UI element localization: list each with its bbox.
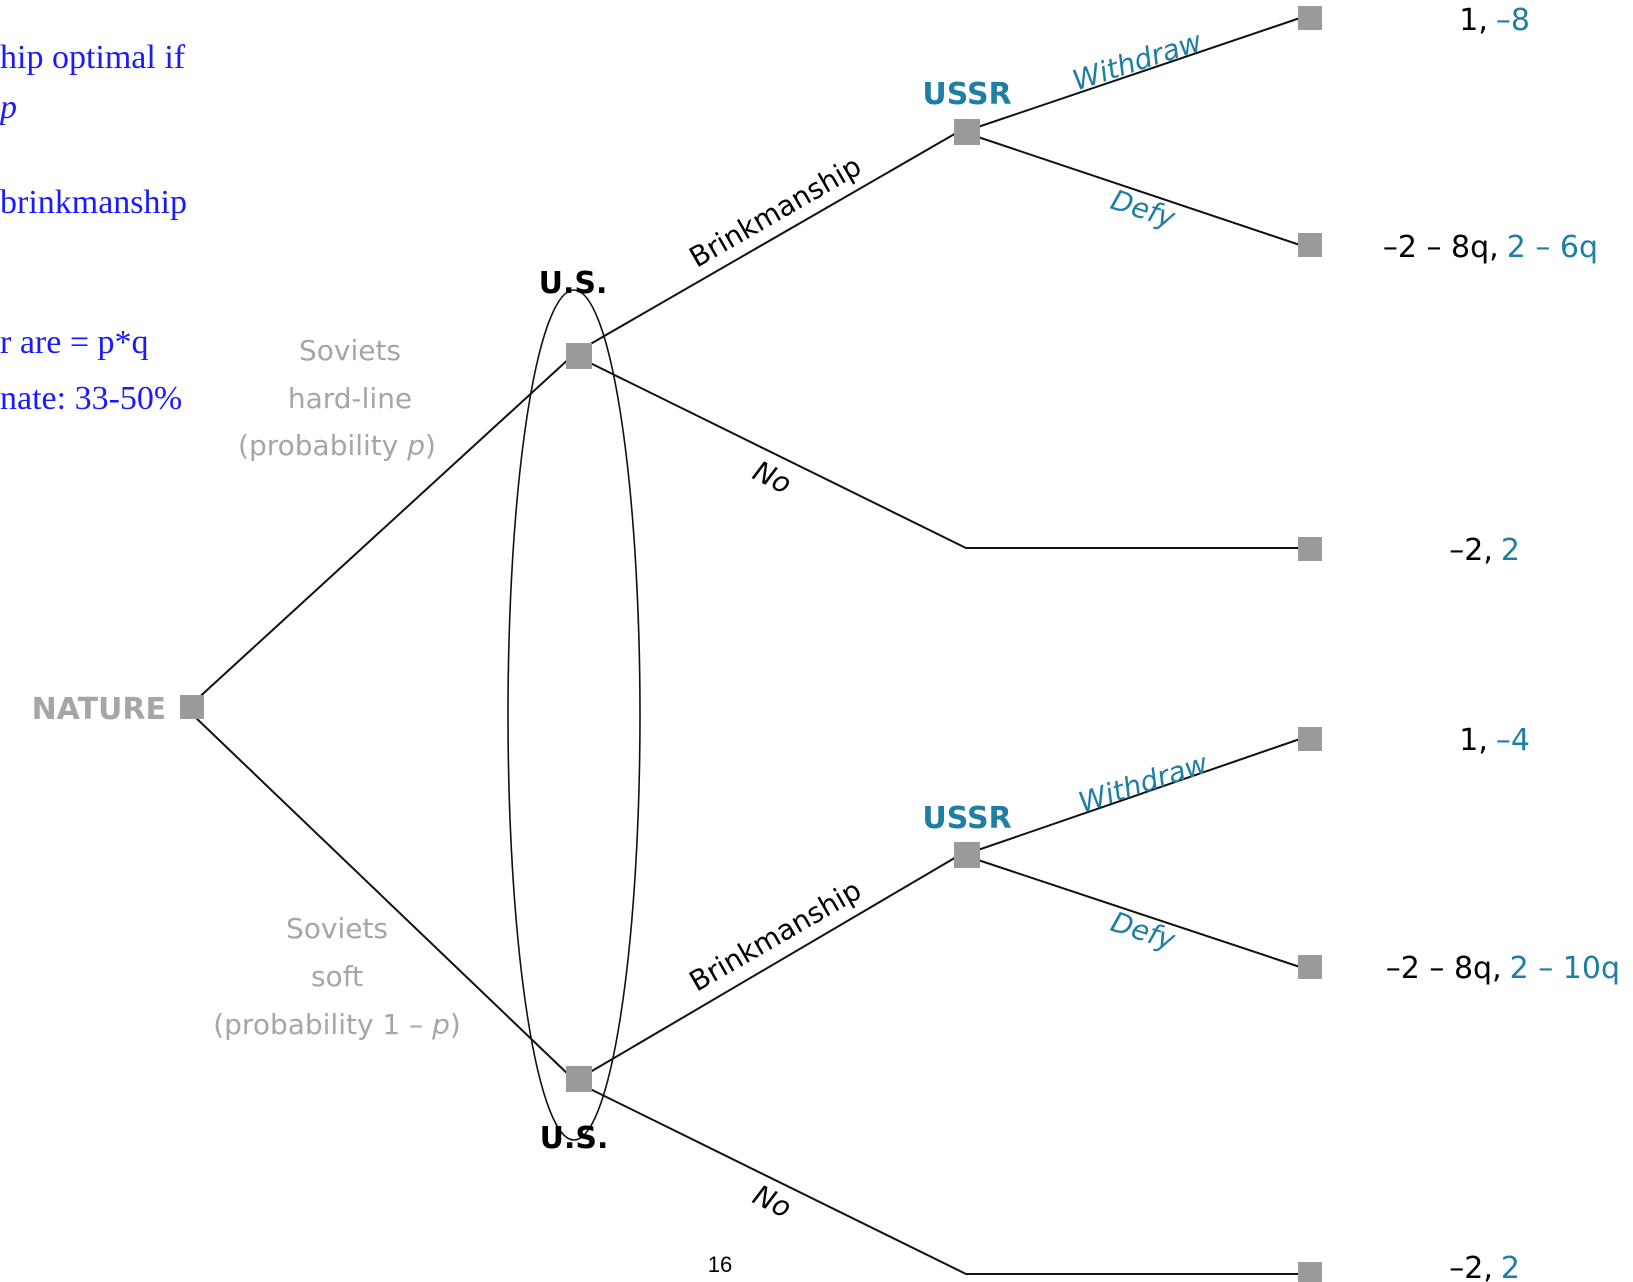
nature-node [180, 695, 204, 719]
terminal-node-3 [1298, 537, 1322, 561]
ussr-bottom-label: USSR [922, 801, 1011, 836]
note-line-1: hip optimal if [0, 39, 186, 76]
terminal-node-6 [1298, 1262, 1322, 1282]
brinkmanship-top-label: Brinkmanship [684, 149, 867, 274]
terminal-node-2 [1298, 233, 1322, 257]
terminal-node-4 [1298, 727, 1322, 751]
us-top-label: U.S. [539, 266, 608, 301]
nature-label: NATURE [32, 692, 166, 727]
edge-us-top-no [579, 357, 1300, 549]
ussr-top-node [954, 119, 980, 145]
soft-label-3: (probability 1 – p) [213, 1008, 461, 1041]
edge-ussr-bottom-withdraw [974, 738, 1301, 852]
payoff-3: –2, 2 [1449, 533, 1520, 568]
withdraw-top-label: Withdraw [1068, 25, 1205, 98]
us-bottom-label: U.S. [540, 1121, 609, 1156]
edge-ussr-top-withdraw [974, 17, 1301, 129]
hard-line-label-2: hard-line [288, 382, 412, 415]
edge-us-bottom-no [579, 1083, 1300, 1275]
edge-nature-to-us-bottom [193, 715, 573, 1079]
note-line-3: brinkmanship [0, 184, 187, 221]
terminal-node-5 [1298, 955, 1322, 979]
payoff-4: 1, –4 [1459, 723, 1530, 758]
note-line-2: p [0, 89, 17, 126]
edge-nature-to-us-top [193, 355, 573, 703]
note-line-5: nate: 33-50% [0, 380, 182, 417]
us-bottom-node [566, 1066, 592, 1092]
payoff-6: –2, 2 [1449, 1251, 1520, 1282]
no-bottom-label: No [748, 1178, 797, 1224]
soft-label-2: soft [311, 960, 363, 993]
us-top-node [566, 343, 592, 369]
defy-top-label: Defy [1107, 183, 1180, 235]
page-number: 16 [708, 1252, 732, 1277]
brinkmanship-bottom-label: Brinkmanship [684, 873, 867, 998]
edge-us-bottom-brinkmanship [579, 855, 959, 1079]
information-set-ellipse [507, 289, 641, 1141]
ussr-bottom-node [954, 842, 980, 868]
withdraw-bottom-label: Withdraw [1074, 747, 1211, 820]
hard-line-label-3: (probability p) [238, 429, 436, 462]
note-line-4: r are = p*q [0, 324, 149, 361]
payoff-2: –2 – 8q, 2 – 6q [1383, 230, 1598, 265]
terminal-node-1 [1298, 6, 1322, 30]
edge-ussr-top-defy [974, 135, 1301, 246]
payoff-1: 1, –8 [1459, 3, 1530, 38]
soft-label-1: Soviets [286, 912, 388, 945]
hard-line-label-1: Soviets [299, 334, 401, 367]
defy-bottom-label: Defy [1107, 905, 1180, 957]
ussr-top-label: USSR [922, 77, 1011, 112]
payoff-5: –2 – 8q, 2 – 10q [1386, 951, 1620, 986]
edge-ussr-bottom-defy [974, 858, 1301, 968]
edge-us-top-brinkmanship [579, 131, 959, 351]
